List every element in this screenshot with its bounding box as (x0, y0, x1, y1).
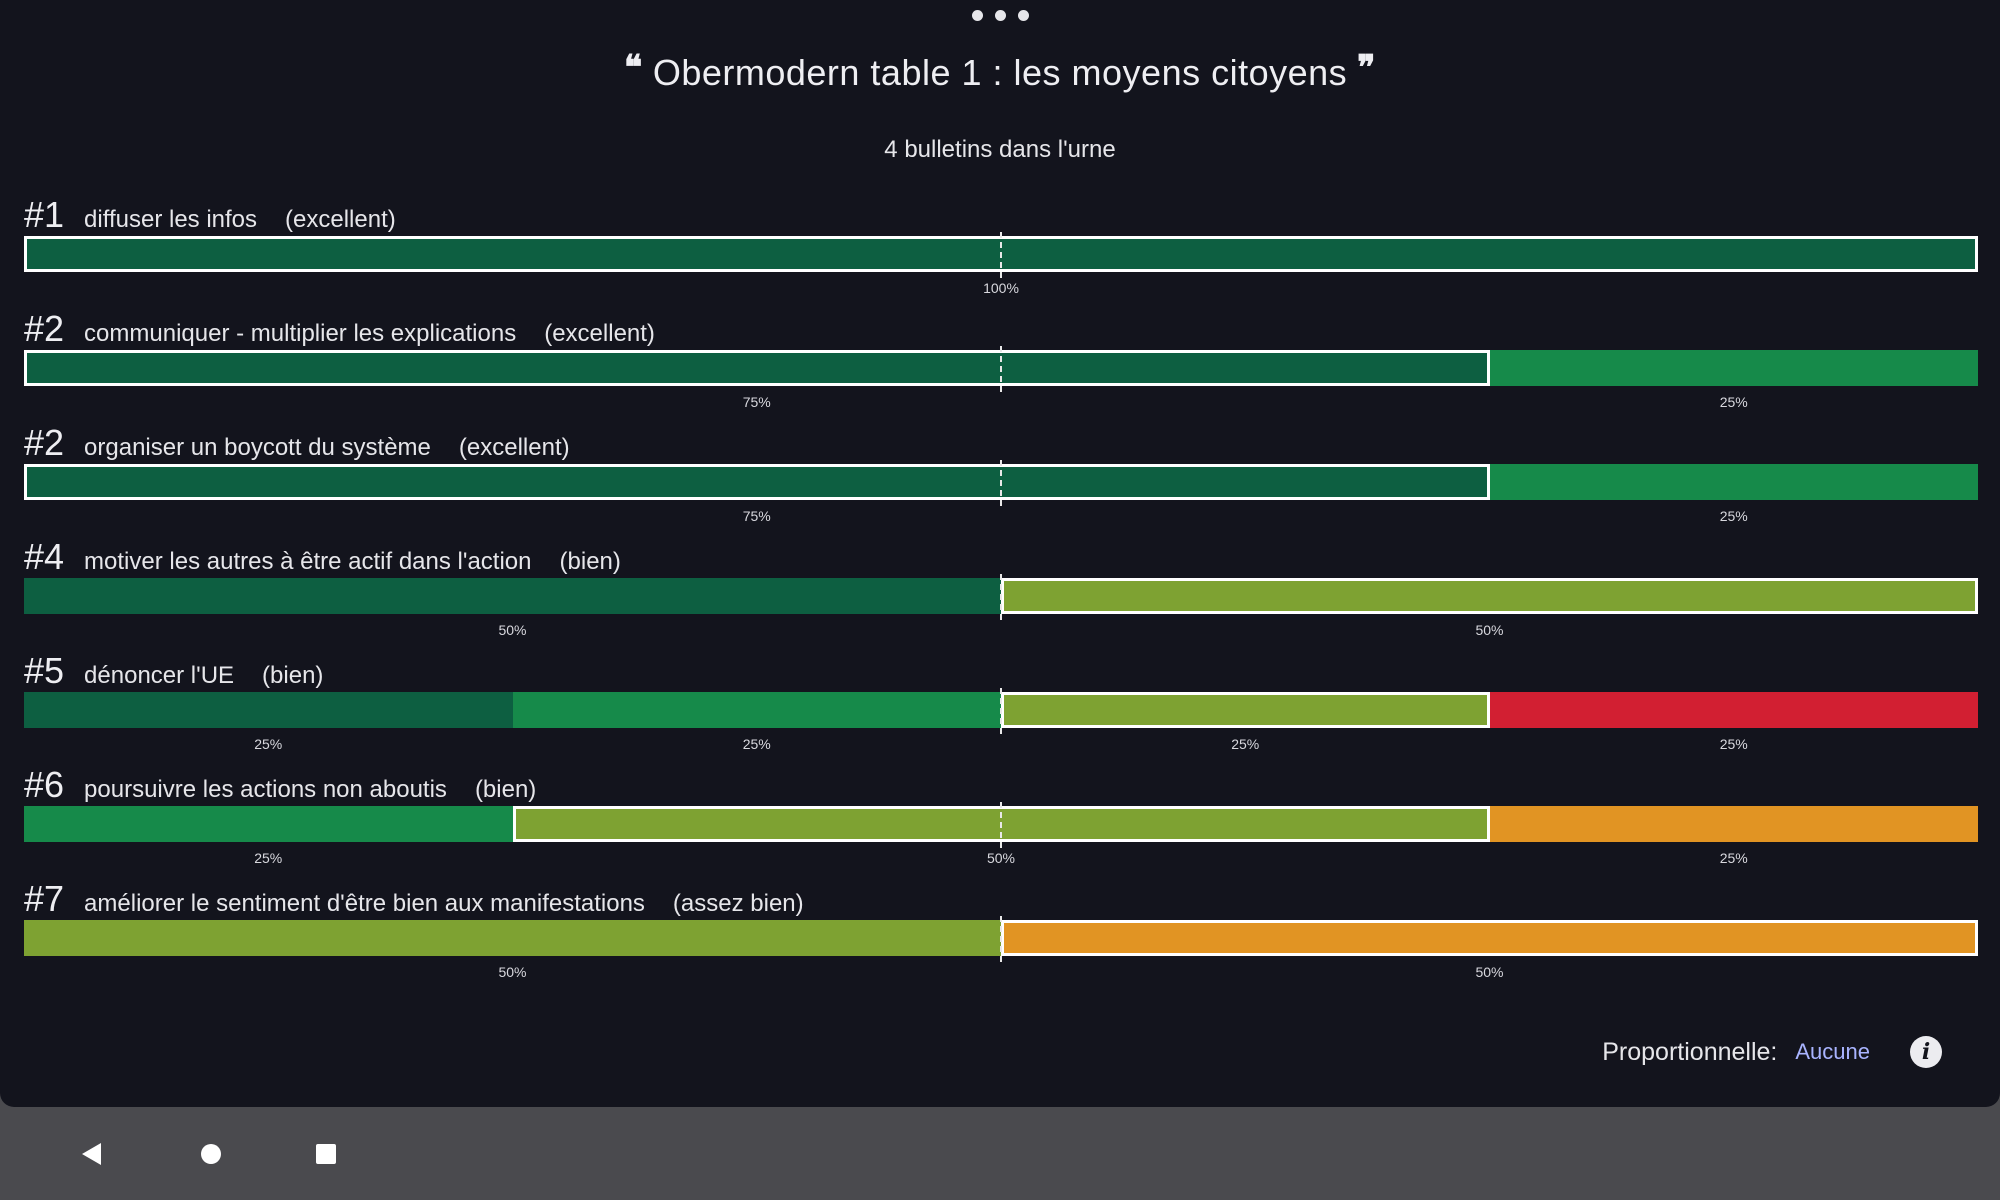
segment-percentage: 50% (1475, 964, 1504, 980)
median-line (1000, 688, 1002, 734)
merit-profile-bar (24, 916, 1978, 962)
bar-segment-excellent (24, 578, 1001, 614)
segment-percentage: 25% (1719, 736, 1748, 752)
result-header: #2 organiser un boycott du système (excell… (24, 422, 570, 463)
segment-percentage: 25% (1231, 736, 1260, 752)
majority-grade: (excellent) (544, 320, 655, 347)
result-header: #6 poursuivre les actions non aboutis (bie… (24, 764, 537, 805)
merit-profile-bar (24, 346, 1978, 392)
back-triangle-icon[interactable] (52, 1107, 132, 1200)
segment-percentage: 50% (498, 622, 527, 638)
proposal-label: poursuivre les actions non aboutis (84, 776, 447, 803)
proposal-label: organiser un boycott du système (84, 434, 431, 461)
bar-segment-tres-bien (1489, 350, 1978, 386)
result-rank: #4 (24, 536, 65, 577)
median-line (1000, 802, 1002, 848)
median-line (1000, 346, 1002, 392)
majority-grade: (bien) (474, 776, 537, 803)
median-line (1000, 574, 1002, 620)
bar-segment-insuffisant (1489, 692, 1978, 728)
percentage-labels: 75% 25% (24, 394, 1978, 412)
majority-grade: (assez bien) (672, 890, 804, 917)
poll-title: Obermodern table 1 : les moyens citoyens (652, 52, 1348, 93)
app-window: ❝ Obermodern table 1 : les moyens citoyen… (0, 0, 2000, 1107)
result-rank: #5 (24, 650, 65, 691)
majority-grade: (excellent) (458, 434, 570, 461)
bar-segment-excellent (24, 692, 513, 728)
segment-percentage: 25% (1719, 394, 1748, 410)
segment-percentage: 25% (254, 850, 283, 866)
proportional-label: Proportionnelle: (1602, 1037, 1778, 1066)
result-rank: #1 (24, 194, 65, 235)
bar-segment-bien (24, 920, 1001, 956)
percentage-labels: 25% 25% 25% 25% (24, 736, 1978, 754)
result-rank: #2 (24, 308, 65, 349)
segment-percentage: 75% (742, 508, 771, 524)
percentage-labels: 75% 25% (24, 508, 1978, 526)
proposal-label: motiver les autres à être actif dans l'a… (84, 548, 532, 575)
segment-percentage: 50% (1475, 622, 1504, 638)
median-line (1000, 460, 1002, 506)
segment-percentage: 25% (742, 736, 771, 752)
recents-square-icon[interactable] (286, 1107, 366, 1200)
bar-segment-excellent (24, 350, 1490, 386)
percentage-labels: 25% 50% 25% (24, 850, 1978, 868)
segment-percentage: 100% (983, 280, 1019, 296)
percentage-labels: 50% 50% (24, 622, 1978, 640)
more-options-icon[interactable] (0, 10, 2000, 26)
median-line (1000, 916, 1002, 962)
segment-percentage: 50% (498, 964, 527, 980)
proportional-value-link[interactable]: Aucune (1795, 1039, 1870, 1064)
result-header: #7 améliorer le sentiment d'être bien aux… (24, 878, 804, 919)
home-circle-icon[interactable] (171, 1107, 251, 1200)
bar-segment-bien (1001, 578, 1978, 614)
percentage-labels: 50% 50% (24, 964, 1978, 982)
bar-segment-excellent (24, 464, 1490, 500)
segment-percentage: 25% (254, 736, 283, 752)
bar-segment-tres-bien (24, 806, 513, 842)
open-quote-icon: ❝ (624, 48, 643, 88)
footer: Proportionnelle: Aucune i (1602, 1036, 1942, 1068)
median-line (1000, 232, 1002, 278)
segment-percentage: 75% (742, 394, 771, 410)
segment-percentage: 25% (1719, 850, 1748, 866)
result-header: #2 communiquer - multiplier les explicati… (24, 308, 655, 349)
proposal-label: améliorer le sentiment d'être bien aux m… (84, 890, 645, 917)
page-title: ❝ Obermodern table 1 : les moyens citoyen… (0, 48, 2000, 94)
merit-profile-bar (24, 688, 1978, 734)
percentage-labels: 100% (24, 280, 1978, 298)
majority-grade: (bien) (262, 662, 324, 689)
proposal-label: diffuser les infos (84, 206, 258, 233)
bar-segment-assez-bien (1489, 806, 1978, 842)
bar-segment-tres-bien (1489, 464, 1978, 500)
segment-percentage: 50% (986, 850, 1016, 866)
result-rank: #6 (24, 764, 65, 805)
info-icon[interactable]: i (1910, 1036, 1942, 1068)
merit-profile-bar (24, 574, 1978, 620)
majority-grade: (bien) (559, 548, 621, 575)
majority-grade: (excellent) (285, 206, 396, 233)
result-rank: #2 (24, 422, 65, 463)
merit-profile-bar (24, 232, 1978, 278)
result-header: #1 diffuser les infos (excellent) (24, 194, 396, 235)
merit-profile-bar (24, 460, 1978, 506)
merit-profile-bar (24, 802, 1978, 848)
segment-percentage: 25% (1719, 508, 1748, 524)
bar-segment-tres-bien (512, 692, 1001, 728)
result-header: #5 dénoncer l'UE (bien) (24, 650, 324, 691)
result-rank: #7 (24, 878, 65, 919)
result-header: #4 motiver les autres à être actif dans l… (24, 536, 621, 577)
system-navigation-bar (0, 1107, 2000, 1200)
bar-segment-bien (1001, 692, 1490, 728)
ballot-count: 4 bulletins dans l'urne (884, 136, 1116, 163)
proposal-label: communiquer - multiplier les explication… (84, 320, 517, 347)
close-quote-icon: ❞ (1357, 48, 1376, 88)
proposal-label: dénoncer l'UE (84, 662, 235, 689)
bar-segment-assez-bien (1001, 920, 1978, 956)
